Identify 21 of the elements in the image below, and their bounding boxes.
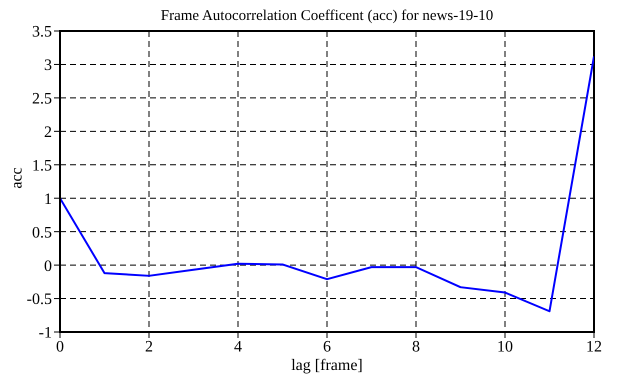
y-tick-label: 3 — [44, 57, 52, 74]
y-axis-title: acc — [9, 167, 27, 189]
y-tick-label: 2 — [44, 124, 52, 142]
chart-title: Frame Autocorrelation Coefficent (acc) for news-19-10 — [160, 8, 494, 25]
y-tick-label: -0.5 — [26, 291, 52, 308]
y-tick-label: 0.5 — [32, 224, 52, 242]
x-axis-title: lag [frame] — [290, 356, 364, 376]
y-tick-label: 3.5 — [32, 24, 52, 41]
line-series — [60, 55, 594, 312]
x-tick-label: 12 — [586, 338, 602, 356]
x-tick-label: 2 — [145, 338, 153, 356]
x-tick-label: 10 — [497, 338, 513, 356]
y-tick-label: 0 — [44, 258, 52, 275]
y-tick-label: -1 — [38, 324, 52, 342]
y-tick-label: 1 — [44, 190, 52, 208]
y-tick-label: 1.5 — [32, 157, 52, 174]
y-tick-label: 2.5 — [32, 90, 52, 108]
x-tick-label: 6 — [323, 338, 331, 356]
x-tick-label: 4 — [234, 338, 242, 356]
x-tick-label: 8 — [412, 338, 420, 356]
x-tick-label: 0 — [56, 338, 64, 356]
